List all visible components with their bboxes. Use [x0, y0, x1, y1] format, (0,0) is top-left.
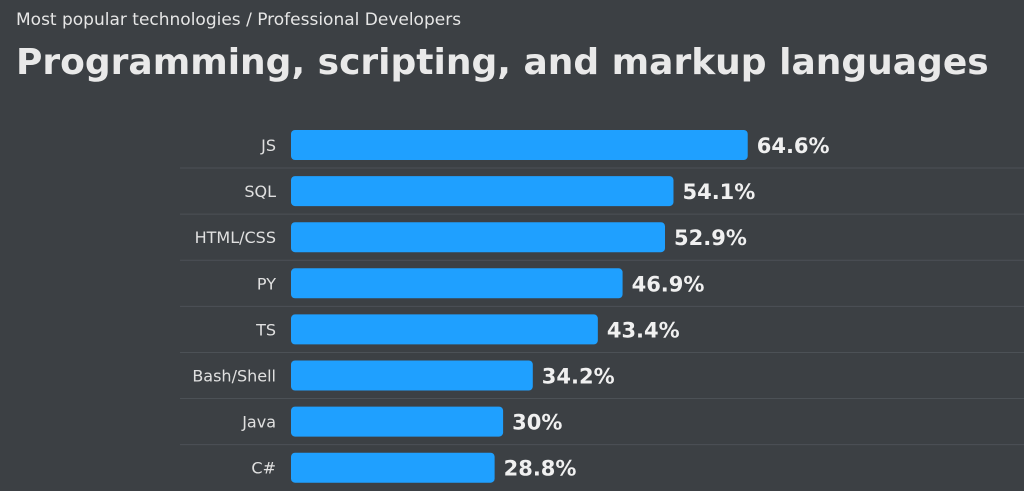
value-label: 28.8%	[504, 457, 577, 481]
bar-html-css	[291, 222, 666, 253]
value-label: 34.2%	[542, 365, 615, 389]
value-label: 30%	[512, 411, 562, 435]
category-label: Bash/Shell	[192, 367, 276, 386]
value-label: 43.4%	[607, 318, 680, 342]
category-label: TS	[255, 320, 276, 339]
category-label: HTML/CSS	[195, 228, 276, 247]
bar-java	[291, 406, 504, 437]
category-label: JS	[260, 136, 276, 155]
value-label: 54.1%	[682, 180, 755, 204]
category-label: C#	[251, 459, 276, 478]
chart-title: Programming, scripting, and markup langu…	[16, 42, 989, 83]
bar-ts	[291, 314, 598, 345]
bar-bash-shell	[291, 360, 533, 391]
category-label: PY	[257, 274, 276, 293]
value-label: 46.9%	[632, 272, 705, 296]
bar-sql	[291, 176, 674, 207]
bar-js	[291, 130, 748, 160]
value-label: 52.9%	[674, 226, 747, 250]
value-label: 64.6%	[757, 134, 830, 158]
chart-subtitle: Most popular technologies / Professional…	[16, 10, 462, 30]
category-label: SQL	[244, 182, 276, 201]
category-label: Java	[241, 413, 276, 432]
bar-c-	[291, 452, 495, 483]
bar-py	[291, 268, 623, 299]
